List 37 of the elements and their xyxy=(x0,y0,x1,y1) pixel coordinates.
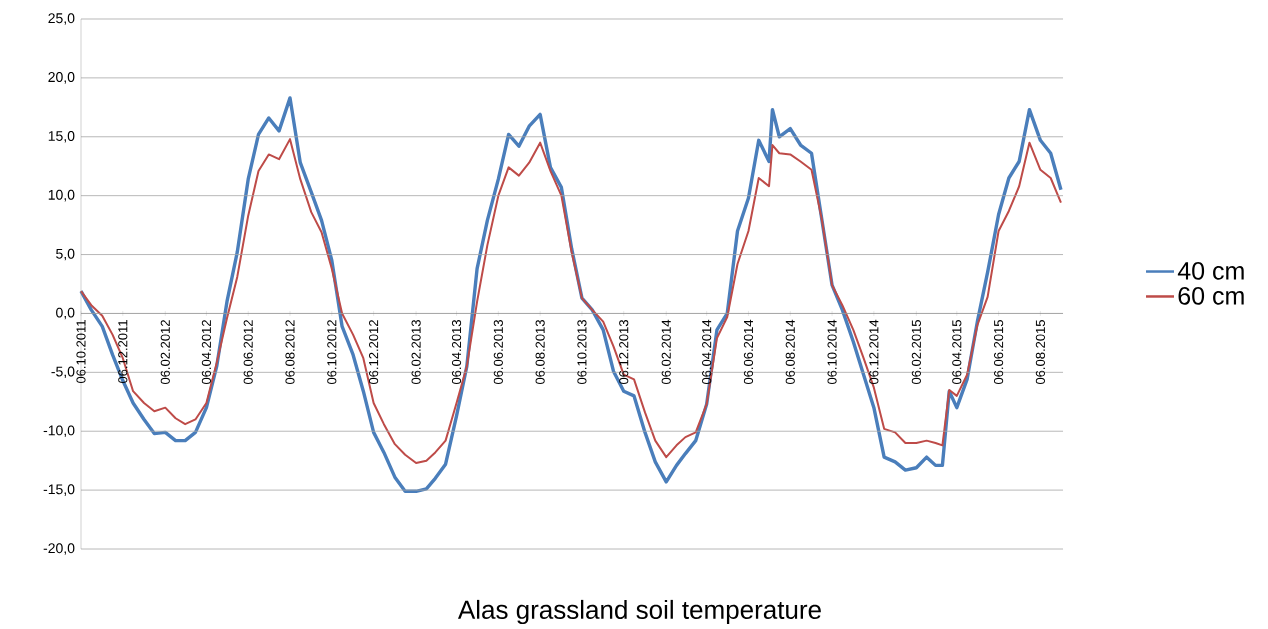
x-tick-label: 06.02.2015 xyxy=(911,320,921,385)
x-tick-label: 06.12.2011 xyxy=(118,320,128,384)
x-tick-label: 06.08.2015 xyxy=(1035,320,1045,385)
x-tick-label: 06.10.2012 xyxy=(327,320,337,385)
y-tick-label: 25,0 xyxy=(48,13,75,25)
text: Alas grassland soil temperature xyxy=(457,599,821,625)
x-tick-label: 06.04.2015 xyxy=(952,320,962,385)
x-tick-label: 06.06.2013 xyxy=(493,320,503,385)
x-tick-label: 06.10.2014 xyxy=(827,319,837,385)
y-tick-label: -5,0 xyxy=(51,366,75,379)
y-tick-label: 15,0 xyxy=(48,130,75,143)
x-tick-label: 06.04.2014 xyxy=(702,319,712,385)
x-tick-label: 06.02.2014 xyxy=(661,319,671,385)
y-tick-label: 10,0 xyxy=(48,189,75,202)
x-tick-label: 06.06.2014 xyxy=(743,319,754,385)
x-tick-label: 06.04.2012 xyxy=(201,320,212,385)
y-tick-label: -20,0 xyxy=(43,543,75,555)
x-tick-label: 06.02.2013 xyxy=(411,320,421,385)
x-tick-label: 06.02.2012 xyxy=(160,320,170,385)
x-tick-label: 06.08.2013 xyxy=(535,320,545,385)
y-tick-label: -10,0 xyxy=(43,425,75,437)
x-tick-label: 06.10.2011 xyxy=(76,320,86,384)
x-tick-label: 06.08.2012 xyxy=(285,320,295,385)
x-tick-label: 06.10.2013 xyxy=(577,320,587,385)
x-tick-label: 06.04.2013 xyxy=(451,320,462,385)
x-tick-label: 06.12.2014 xyxy=(869,319,879,385)
y-tick-label: 5,0 xyxy=(56,248,75,261)
x-tick-label: 06.12.2013 xyxy=(619,320,629,385)
y-tick-label: 20,0 xyxy=(48,72,75,84)
x-tick-label: 06.06.2015 xyxy=(993,320,1004,385)
x-tick-label: 06.06.2012 xyxy=(243,320,253,385)
y-tick-label: -15,0 xyxy=(43,484,75,496)
x-tick-label: 06.12.2012 xyxy=(369,320,379,385)
legend-label: 40 cm xyxy=(1177,262,1244,280)
y-tick-label: 0,0 xyxy=(56,307,75,320)
legend-label: 60 cm xyxy=(1178,287,1244,305)
x-tick-label: 06.08.2014 xyxy=(785,319,795,385)
